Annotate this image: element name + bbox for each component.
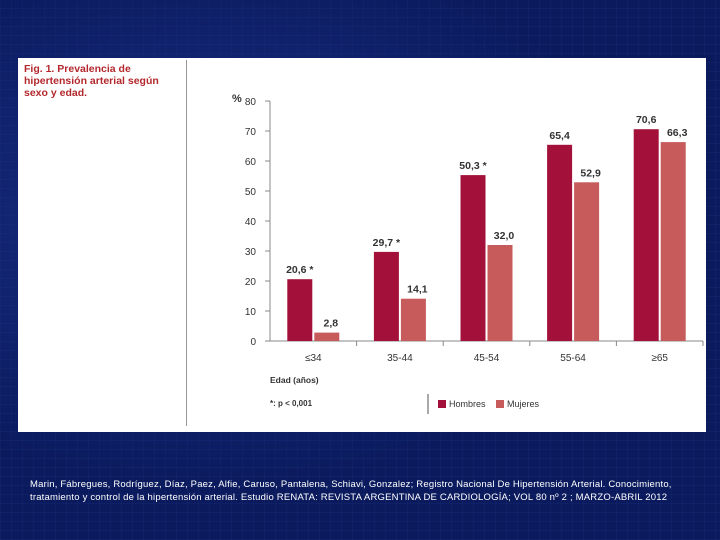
y-tick-label: 0 bbox=[250, 337, 256, 348]
data-label: 70,6 bbox=[636, 114, 657, 126]
data-label: 65,4 bbox=[549, 130, 570, 142]
data-label: 14,1 bbox=[407, 284, 428, 296]
figure-panel: Fig. 1. Prevalencia de hipertensión arte… bbox=[18, 58, 706, 432]
y-tick-label: 30 bbox=[245, 247, 257, 258]
x-axis-label: Edad (años) bbox=[270, 375, 319, 385]
data-label: 2,8 bbox=[323, 318, 338, 330]
data-label: 32,0 bbox=[494, 230, 515, 242]
y-tick-label: 70 bbox=[245, 127, 257, 138]
x-tick-label: 35-44 bbox=[387, 353, 413, 364]
bar-hombres bbox=[547, 144, 573, 341]
x-tick-label: ≤34 bbox=[305, 353, 322, 364]
bar-mujeres bbox=[314, 332, 340, 341]
footnote: *: p < 0,001 bbox=[270, 399, 313, 408]
bar-chart: % 0 10 20 30 40 50 60 70 80 ≤34 20,6 * 2,8 35-44 29,7 … bbox=[232, 93, 704, 414]
y-tick-label: 60 bbox=[245, 157, 257, 168]
y-tick-label: 40 bbox=[245, 217, 257, 228]
data-label: 50,3 * bbox=[459, 160, 487, 172]
figure-caption-text: Prevalencia de hipertensión arterial seg… bbox=[24, 63, 159, 99]
data-label: 29,7 * bbox=[373, 237, 401, 249]
bar-mujeres bbox=[660, 142, 686, 341]
bar-mujeres bbox=[400, 298, 426, 341]
x-tick-label: 55-64 bbox=[560, 353, 586, 364]
bar-mujeres bbox=[574, 182, 600, 341]
citation-text: Marin, Fábregues, Rodríguez, Díaz, Paez,… bbox=[30, 479, 672, 503]
bar-hombres bbox=[287, 279, 313, 341]
bar-hombres bbox=[373, 251, 399, 341]
data-label: 52,9 bbox=[580, 167, 601, 179]
bar-hombres bbox=[460, 175, 486, 341]
y-tick-label: 20 bbox=[245, 277, 257, 288]
figure-caption: Fig. 1. Prevalencia de hipertensión arte… bbox=[24, 63, 184, 99]
x-tick-label: ≥65 bbox=[651, 353, 668, 364]
data-label: 66,3 bbox=[667, 127, 688, 139]
y-tick-label: 80 bbox=[245, 97, 257, 108]
y-axis-label: % bbox=[232, 93, 242, 105]
x-tick-label: 45-54 bbox=[474, 353, 500, 364]
bar-hombres bbox=[633, 129, 659, 341]
legend-label-hombres: Hombres bbox=[449, 399, 486, 409]
data-label: 20,6 * bbox=[286, 264, 314, 276]
caption-divider bbox=[186, 60, 187, 426]
y-tick-label: 50 bbox=[245, 187, 257, 198]
legend-label-mujeres: Mujeres bbox=[507, 399, 540, 409]
bar-mujeres bbox=[487, 245, 513, 341]
legend-swatch-mujeres bbox=[496, 400, 504, 408]
figure-number: Fig. 1. bbox=[24, 63, 55, 75]
legend-swatch-hombres bbox=[438, 400, 446, 408]
y-tick-label: 10 bbox=[245, 307, 257, 318]
